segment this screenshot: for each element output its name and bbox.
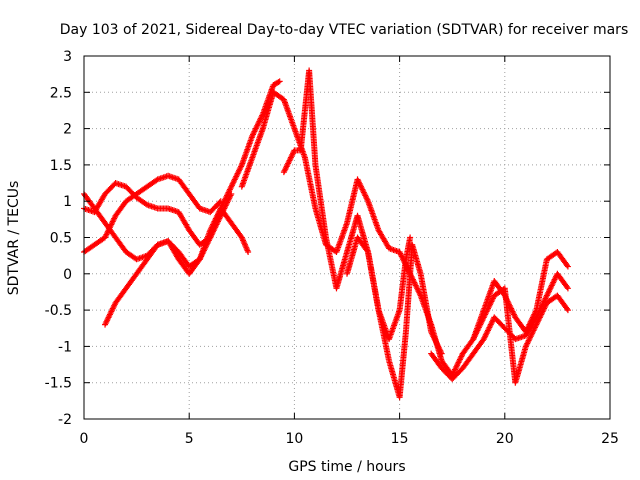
series-arc-5 xyxy=(238,89,445,364)
x-tick-label: 5 xyxy=(185,431,194,447)
data-points xyxy=(81,67,571,401)
x-tick-label: 15 xyxy=(391,431,409,447)
x-tick-label: 20 xyxy=(496,431,514,447)
data-point-marker xyxy=(276,78,283,85)
series-arc-4 xyxy=(102,78,283,328)
data-point-marker xyxy=(275,79,282,86)
y-axis-label: SDTVAR / TECUs xyxy=(6,181,22,296)
series-arc-7 xyxy=(344,234,445,401)
data-point-marker xyxy=(364,247,371,254)
axis-ticks: 0 5 10 15 20 25 -2 -1.5 -1 -0.5 0 0.5 1 1.5 2 2.5 3 xyxy=(45,49,619,447)
y-tick-label: 2.5 xyxy=(50,85,72,101)
y-tick-label: -1 xyxy=(58,339,72,355)
chart-title: Day 103 of 2021, Sidereal Day-to-day VTE… xyxy=(60,22,628,38)
plot-frame xyxy=(83,55,611,420)
data-point-marker xyxy=(245,249,252,256)
data-point-marker xyxy=(564,285,571,292)
data-point-marker xyxy=(564,263,571,270)
series-arc-10 xyxy=(470,285,571,386)
y-tick-label: 2 xyxy=(63,122,72,138)
y-tick-label: 1.5 xyxy=(50,158,72,174)
series-arc-3 xyxy=(81,172,224,256)
x-axis-label: GPS time / hours xyxy=(288,459,405,475)
y-tick-label: 0 xyxy=(63,267,72,283)
data-point-marker xyxy=(564,307,571,314)
series-arc-9 xyxy=(438,249,571,379)
y-tick-label: -2 xyxy=(58,412,72,428)
data-point-marker xyxy=(563,262,570,269)
x-tick-label: 0 xyxy=(80,431,89,447)
data-point-marker xyxy=(563,305,570,312)
series-arc-6 xyxy=(280,67,414,343)
x-tick-label: 10 xyxy=(285,431,303,447)
x-tick-label: 25 xyxy=(601,431,619,447)
data-point-marker xyxy=(438,350,445,357)
y-tick-label: 1 xyxy=(63,194,72,210)
data-point-marker xyxy=(407,234,414,241)
y-tick-label: 0.5 xyxy=(50,231,72,247)
y-tick-label: -0.5 xyxy=(45,303,72,319)
y-tick-label: -1.5 xyxy=(45,376,72,392)
grid xyxy=(83,55,611,420)
y-tick-label: 3 xyxy=(63,49,72,65)
data-point-marker xyxy=(563,284,570,290)
